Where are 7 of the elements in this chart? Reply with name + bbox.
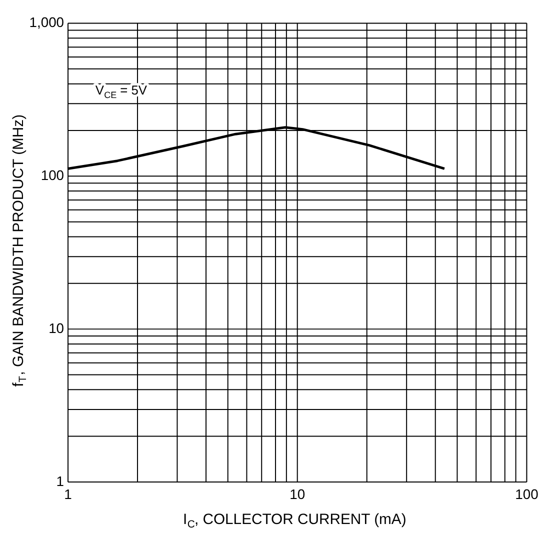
y-tick-label: 10 — [48, 320, 64, 336]
y-axis-title: fT, GAIN BANDWIDTH PRODUCT (MHz) — [10, 114, 30, 387]
x-tick-label: 10 — [290, 486, 306, 502]
y-tick-label: 1 — [56, 472, 64, 489]
y-tick-label: 1,000 — [29, 14, 64, 30]
y-tick-label: 100 — [40, 167, 64, 184]
x-tick-label: 100 — [515, 486, 539, 502]
